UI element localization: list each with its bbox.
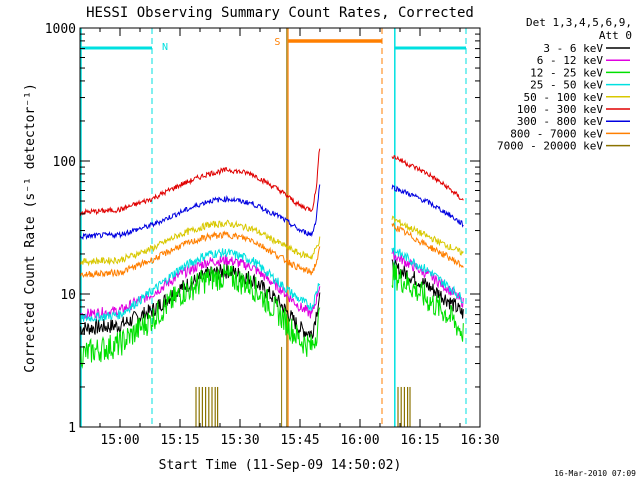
x-tick-label: 16:00 [340,433,379,448]
series-line-3-segment-2 [391,247,464,304]
series-line-7-segment-2 [391,222,464,269]
footer-date: 16-Mar-2010 07:09 [554,469,636,478]
series-line-5 [79,148,321,217]
legend-label: 25 - 50 keV [530,79,603,92]
x-tick-label: 15:45 [280,433,319,448]
y-axis-label: Corrected Count Rate (s⁻¹ detector⁻¹) [23,83,38,373]
legend-label: 12 - 25 keV [530,66,603,79]
axis-layer: 15:00 15:15 15:30 15:45 16:00 16:15 16:30 1 10 10… [45,22,500,448]
x-tick-label: 15:15 [160,433,199,448]
legend-label: 800 - 7000 keV [510,127,603,140]
chart-title: HESSI Observing Summary Count Rates, Cor… [86,5,474,21]
legend-label: 300 - 800 keV [517,115,603,128]
legend-label: 6 - 12 keV [537,54,604,67]
x-tick-label: 15:30 [220,433,259,448]
x-axis-label: Start Time (11-Sep-09 14:50:02) [159,458,402,473]
saa-label-s: S [274,37,280,48]
legend-label: 100 - 300 keV [517,103,603,116]
legend-header-line2: Att 0 [599,29,632,42]
series-line-5-segment-2 [391,155,464,201]
series-line-3 [79,248,321,323]
series-line-7 [79,230,321,278]
legend-label: 50 - 100 keV [524,91,604,104]
series-line-2-segment-2 [391,262,464,342]
x-tick-label: 15:00 [100,433,139,448]
series-line-6-segment-2 [391,184,464,228]
series-line-0-segment-2 [391,258,464,319]
legend-label: 7000 - 20000 keV [497,140,603,153]
y-tick-label: 1000 [45,22,76,37]
series-line-6 [79,184,321,241]
series-line-4-segment-2 [391,215,464,256]
y-tick-label: 1 [68,421,76,436]
x-tick-label: 16:30 [460,433,499,448]
y-tick-label: 100 [53,155,76,170]
night-label-n: N [162,42,168,53]
y-tick-label: 10 [60,288,76,303]
series-line-1-segment-2 [391,249,464,308]
legend-label: 3 - 6 keV [543,42,603,55]
series-line-2 [79,264,321,369]
legend-header-line1: Det 1,3,4,5,6,9, [526,16,632,29]
series-line-4 [79,219,321,267]
series-line-1 [79,255,321,320]
x-tick-label: 16:15 [400,433,439,448]
